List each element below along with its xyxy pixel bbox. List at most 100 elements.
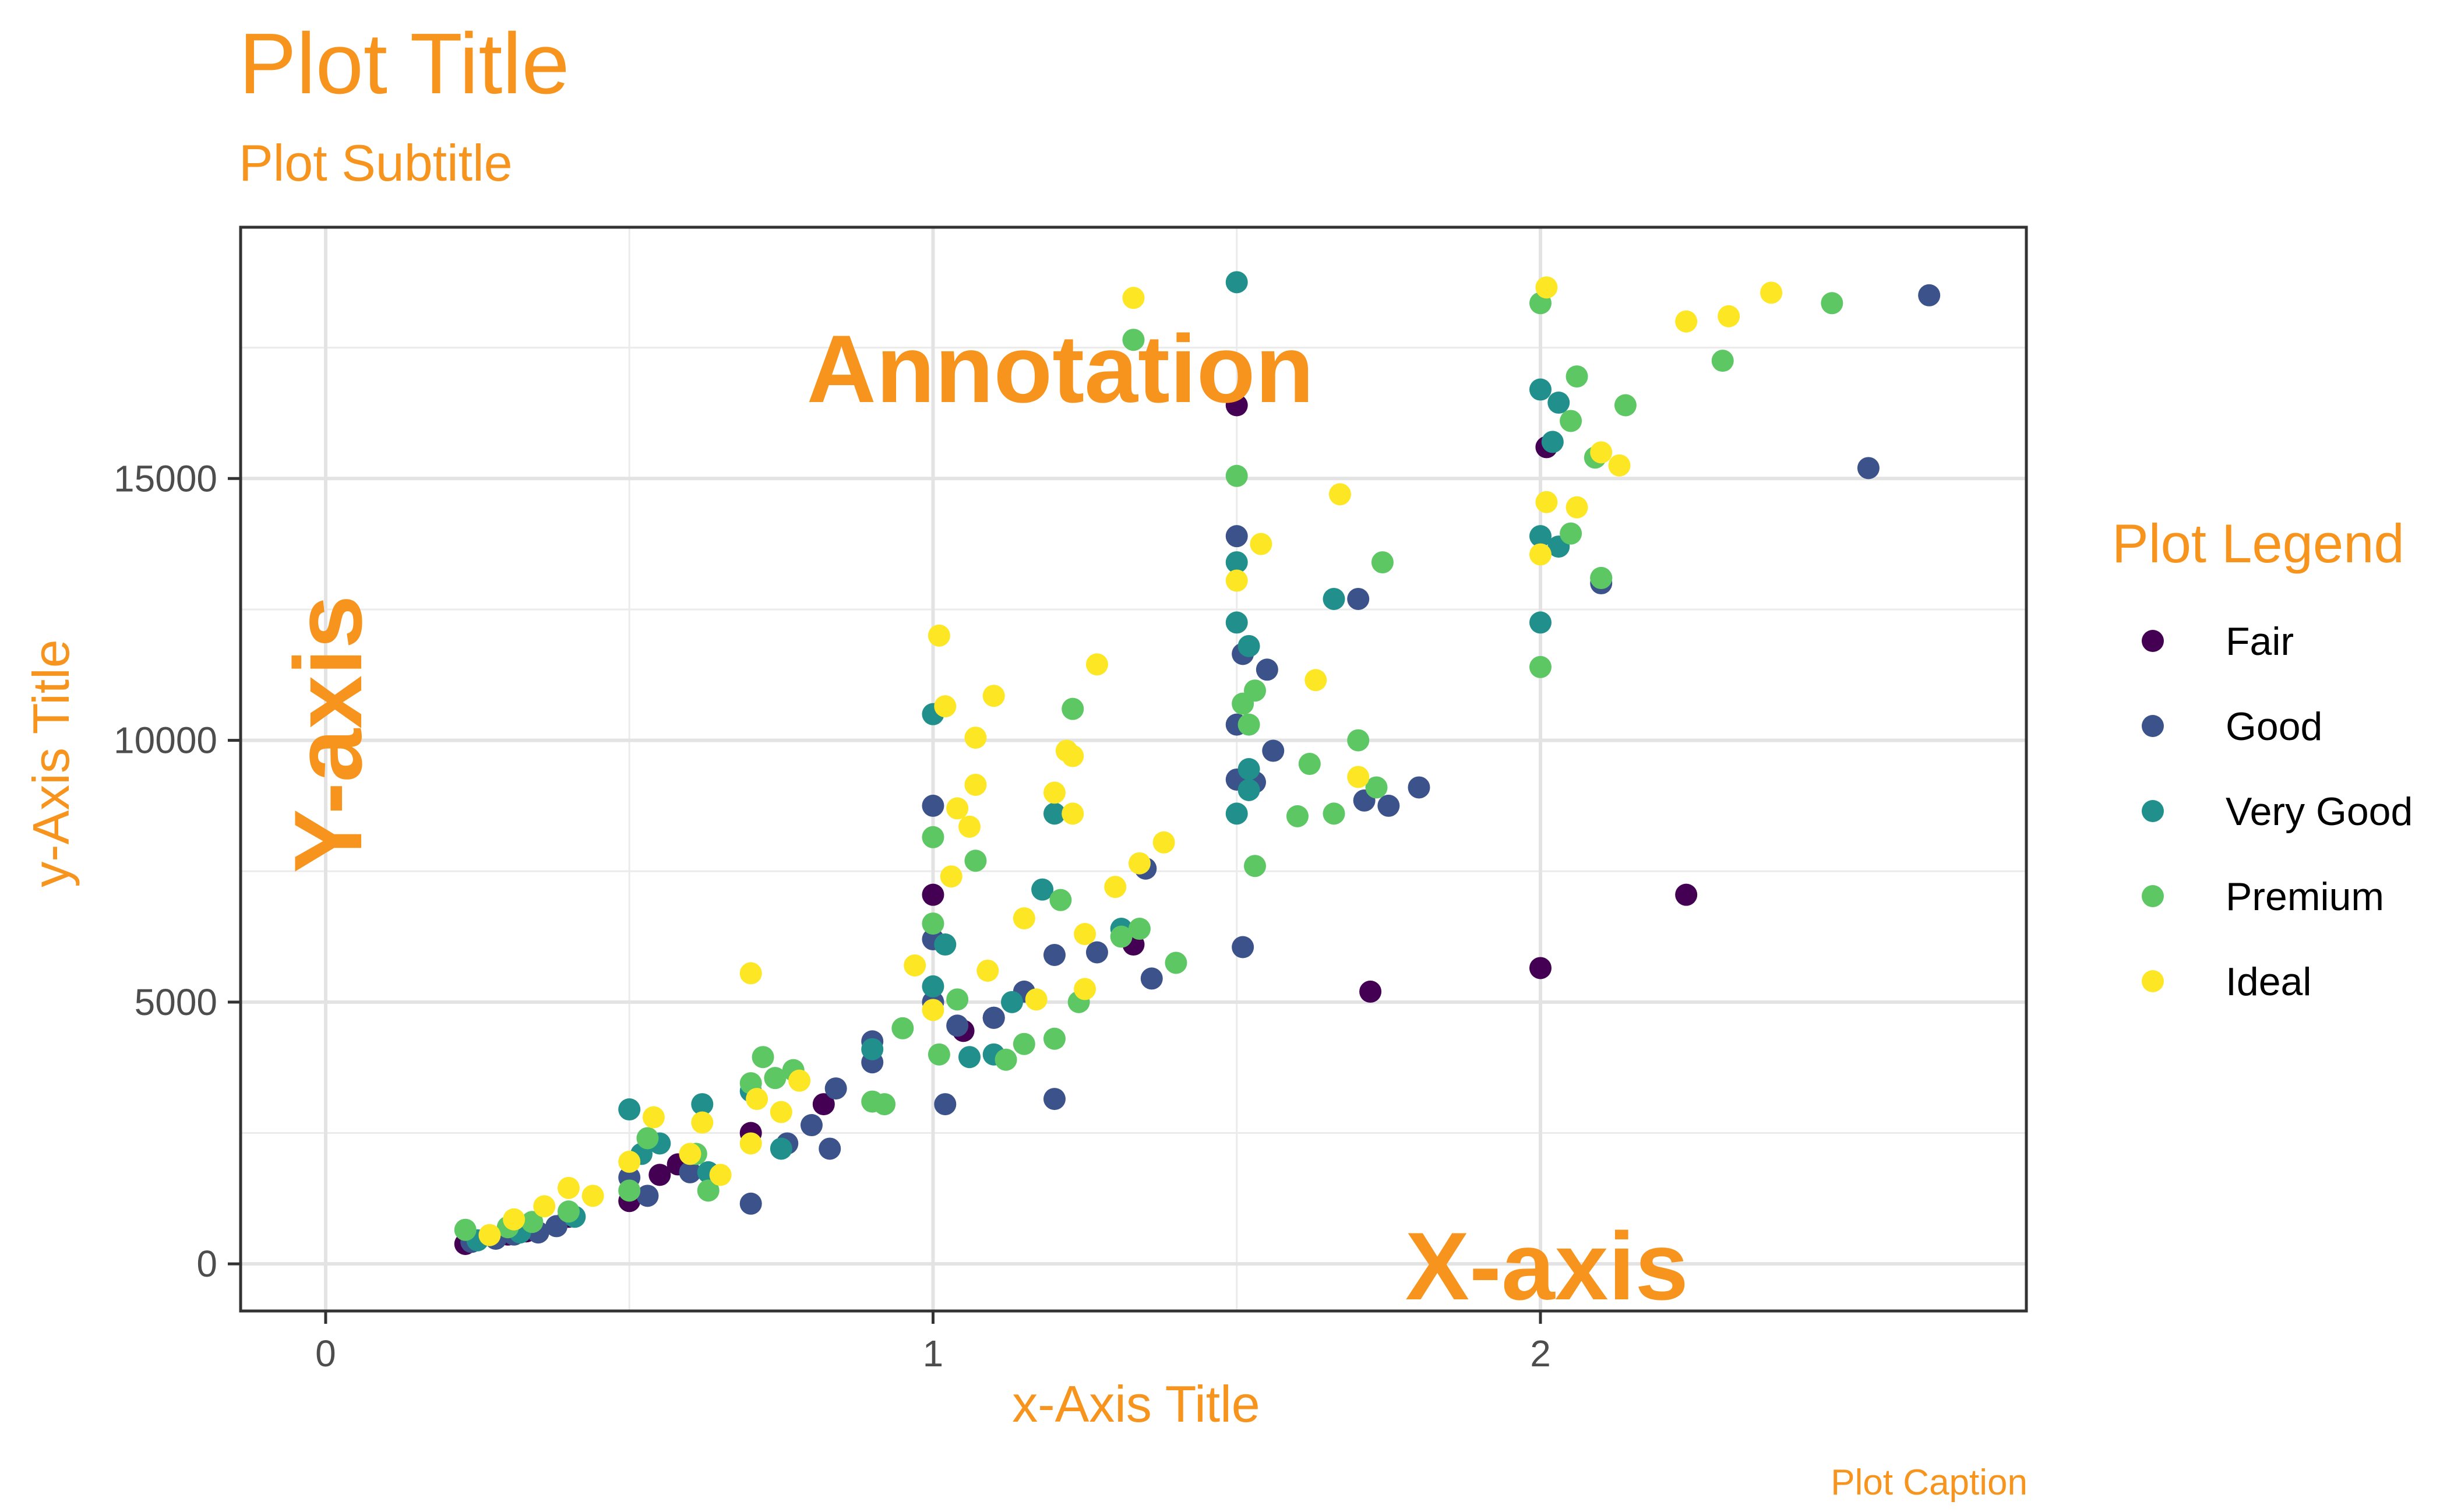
- data-point: [1025, 988, 1048, 1011]
- data-point: [1225, 525, 1248, 548]
- data-point: [1244, 855, 1267, 877]
- data-point: [1225, 802, 1248, 825]
- data-point: [1074, 978, 1096, 1000]
- data-point: [1286, 805, 1309, 827]
- legend-key: [2142, 970, 2164, 992]
- data-point: [1298, 753, 1321, 776]
- data-point: [1237, 758, 1260, 780]
- data-point: [891, 1017, 914, 1039]
- data-point: [1165, 951, 1187, 974]
- data-point: [709, 1164, 732, 1186]
- data-point: [922, 975, 944, 998]
- data-point: [545, 1215, 568, 1238]
- data-point: [812, 1093, 835, 1116]
- data-point: [557, 1176, 580, 1199]
- data-point: [503, 1208, 526, 1231]
- data-point: [1377, 794, 1400, 817]
- y-tick-label: 15000: [114, 457, 217, 499]
- data-point: [1062, 745, 1084, 767]
- data-point: [1371, 551, 1394, 574]
- data-point: [648, 1164, 671, 1186]
- data-point: [1711, 350, 1734, 372]
- data-point: [1347, 766, 1370, 788]
- data-point: [922, 912, 944, 935]
- data-point: [1347, 587, 1370, 610]
- data-point: [1049, 889, 1072, 911]
- data-point: [946, 797, 969, 820]
- data-point: [1718, 305, 1740, 327]
- data-point: [934, 933, 957, 956]
- legend-key: [2142, 885, 2164, 907]
- data-point: [533, 1195, 556, 1218]
- data-point: [1000, 991, 1023, 1013]
- data-point: [618, 1150, 641, 1173]
- y-tick-label: 5000: [135, 981, 217, 1023]
- data-point: [1529, 611, 1552, 634]
- annotation-text: Annotation: [807, 315, 1314, 422]
- data-point: [1529, 655, 1552, 678]
- data-point: [679, 1143, 701, 1165]
- data-point: [1365, 776, 1388, 799]
- x-axis-title: x-Axis Title: [1012, 1375, 1260, 1433]
- legend-label: Ideal: [2226, 960, 2311, 1004]
- data-point: [1614, 394, 1637, 417]
- plot-panel: 0 1 2 0 5000 10000 15000: [114, 225, 2028, 1374]
- data-point: [1857, 457, 1880, 480]
- data-point: [1347, 729, 1370, 752]
- data-point: [922, 794, 944, 817]
- data-point: [1323, 587, 1345, 610]
- data-point: [1062, 802, 1084, 825]
- data-point: [1122, 329, 1145, 351]
- data-point: [478, 1224, 501, 1246]
- y-tick-label: 10000: [114, 720, 217, 762]
- legend-label: Premium: [2226, 875, 2384, 919]
- data-point: [1237, 778, 1260, 801]
- data-point: [964, 773, 987, 796]
- data-point: [934, 1093, 957, 1116]
- y-axis-title: y-Axis Title: [22, 639, 80, 887]
- data-point: [1547, 392, 1570, 414]
- data-point: [1225, 611, 1248, 634]
- data-point: [1675, 310, 1698, 333]
- data-point: [739, 1192, 762, 1215]
- data-point: [691, 1111, 714, 1134]
- data-point: [739, 1132, 762, 1155]
- data-point: [976, 959, 999, 982]
- data-point: [1225, 394, 1248, 417]
- data-point: [1244, 679, 1267, 702]
- data-point: [1529, 378, 1552, 401]
- data-point: [1760, 281, 1783, 304]
- data-point: [697, 1179, 720, 1202]
- data-point: [819, 1137, 841, 1160]
- data-point: [1821, 292, 1843, 315]
- data-point: [618, 1098, 641, 1121]
- legend-key: [2142, 630, 2164, 652]
- data-point: [1304, 669, 1327, 692]
- data-point: [752, 1046, 774, 1069]
- data-point: [1918, 284, 1941, 306]
- data-point: [1560, 410, 1582, 432]
- data-point: [642, 1106, 665, 1129]
- data-point: [1013, 1032, 1035, 1055]
- legend-title: Plot Legend: [2112, 513, 2404, 574]
- data-point: [1085, 941, 1108, 964]
- data-point: [636, 1185, 659, 1207]
- data-point: [928, 624, 950, 647]
- data-point: [770, 1101, 792, 1123]
- data-point: [1104, 876, 1127, 898]
- data-point: [1043, 1088, 1066, 1111]
- data-point: [1225, 271, 1248, 294]
- data-point: [557, 1200, 580, 1223]
- x-tick-label: 2: [1530, 1333, 1551, 1374]
- data-point: [1535, 491, 1558, 513]
- data-point: [1359, 980, 1382, 1003]
- data-point: [982, 685, 1005, 707]
- data-point: [1323, 802, 1345, 825]
- legend-label: Very Good: [2226, 790, 2413, 834]
- data-point: [1675, 883, 1698, 906]
- data-point: [679, 1161, 701, 1183]
- x-tick-label: 0: [315, 1333, 336, 1374]
- data-point: [1110, 925, 1133, 948]
